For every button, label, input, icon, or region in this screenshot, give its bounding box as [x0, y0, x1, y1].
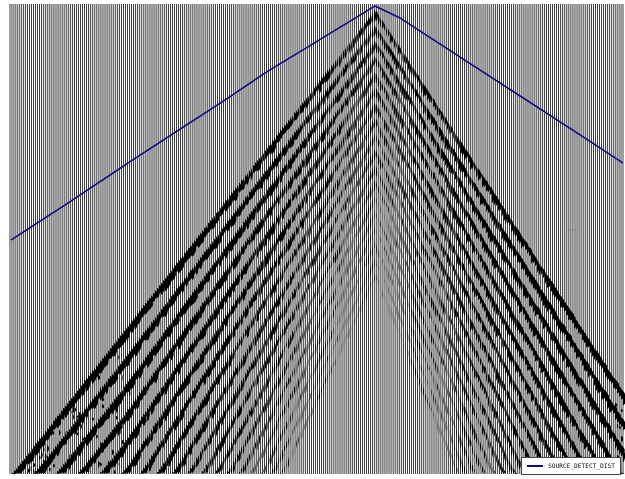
legend-label: SOURCE_DETECT_DIST [548, 462, 615, 470]
legend-swatch [527, 465, 544, 467]
wavelet-fills [11, 8, 625, 475]
chart-legend: SOURCE_DETECT_DIST [521, 457, 621, 475]
series-line-source-detect-dist [10, 5, 624, 241]
wavelet-fill-path [11, 8, 625, 475]
